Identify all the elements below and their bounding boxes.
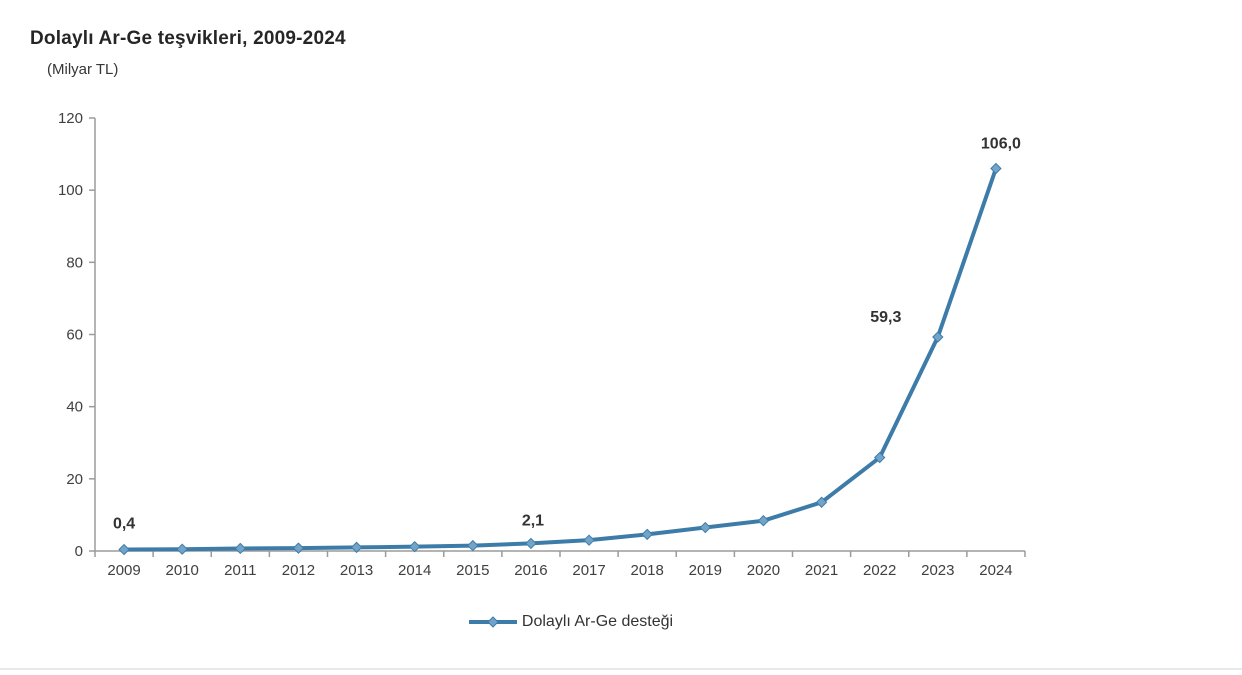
x-tick-label: 2013 [340, 562, 373, 579]
x-tick-label: 2011 [224, 562, 256, 579]
data-point-marker [932, 331, 944, 343]
y-tick-label: 120 [58, 110, 83, 127]
x-tick-label: 2016 [514, 562, 547, 579]
data-point-marker [408, 540, 421, 553]
bottom-divider [0, 668, 1242, 670]
data-point-marker [757, 514, 770, 527]
legend: Dolaylı Ar-Ge desteği [0, 613, 1192, 631]
data-point-marker [176, 543, 188, 555]
data-label: 0,4 [113, 516, 135, 533]
y-tick-label: 40 [66, 399, 83, 416]
data-point-marker [990, 162, 1002, 175]
x-tick-label: 2015 [456, 562, 489, 579]
data-label: 59,3 [870, 309, 901, 326]
data-point-marker [234, 542, 247, 555]
x-tick-label: 2017 [572, 562, 605, 579]
x-tick-label: 2009 [107, 562, 140, 579]
x-tick-label: 2018 [631, 562, 664, 579]
legend-label: Dolaylı Ar-Ge desteği [521, 613, 674, 630]
data-point-marker [292, 542, 305, 554]
x-tick-label: 2023 [921, 562, 954, 579]
data-point-marker [583, 534, 595, 546]
chart-subtitle: (Milyar TL) [47, 61, 119, 78]
data-point-marker [118, 543, 130, 556]
y-tick-label: 0 [75, 543, 83, 560]
x-tick-label: 2012 [282, 562, 315, 579]
series-line [122, 166, 998, 552]
data-label: 2,1 [522, 512, 544, 529]
x-tick-label: 2010 [166, 562, 199, 579]
x-tick-label: 2020 [747, 562, 780, 579]
data-point-marker [350, 541, 363, 554]
x-tick-label: 2014 [398, 562, 431, 579]
data-point-marker [525, 537, 537, 550]
x-tick-label: 2022 [863, 562, 896, 579]
data-point-marker [641, 528, 653, 541]
y-tick-label: 20 [66, 471, 83, 488]
data-point-marker [467, 539, 479, 552]
y-tick-label: 60 [66, 327, 83, 344]
x-tick-label: 2024 [979, 562, 1012, 579]
data-point-marker [815, 496, 828, 508]
y-tick-label: 80 [66, 254, 83, 271]
data-point-marker [699, 521, 712, 534]
x-tick-label: 2021 [805, 562, 838, 579]
legend-line-marker-icon [468, 616, 517, 628]
data-label: 106,0 [981, 136, 1021, 153]
chart-title: Dolaylı Ar-Ge teşvikleri, 2009-2024 [30, 28, 346, 49]
data-point-marker [873, 451, 886, 464]
y-tick-label: 100 [58, 182, 83, 199]
x-tick-label: 2019 [689, 562, 722, 579]
